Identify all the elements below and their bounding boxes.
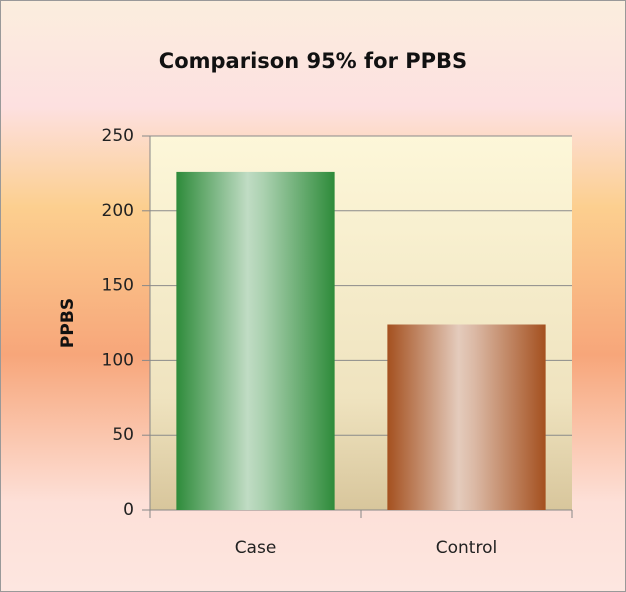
y-tick-label: 200 [102,201,134,221]
bar [176,171,335,511]
bar [387,324,546,510]
chart-title: Comparison 95% for PPBS [159,49,467,73]
x-tick-label: Control [436,538,497,558]
x-tick-label: Case [235,538,277,558]
y-tick-label: 50 [112,425,134,445]
y-tick-label: 150 [102,276,134,296]
y-tick-label: 100 [102,350,134,370]
y-axis-label: PPBS [58,298,78,348]
y-tick-label: 250 [102,126,134,146]
y-tick-label: 0 [123,500,134,520]
